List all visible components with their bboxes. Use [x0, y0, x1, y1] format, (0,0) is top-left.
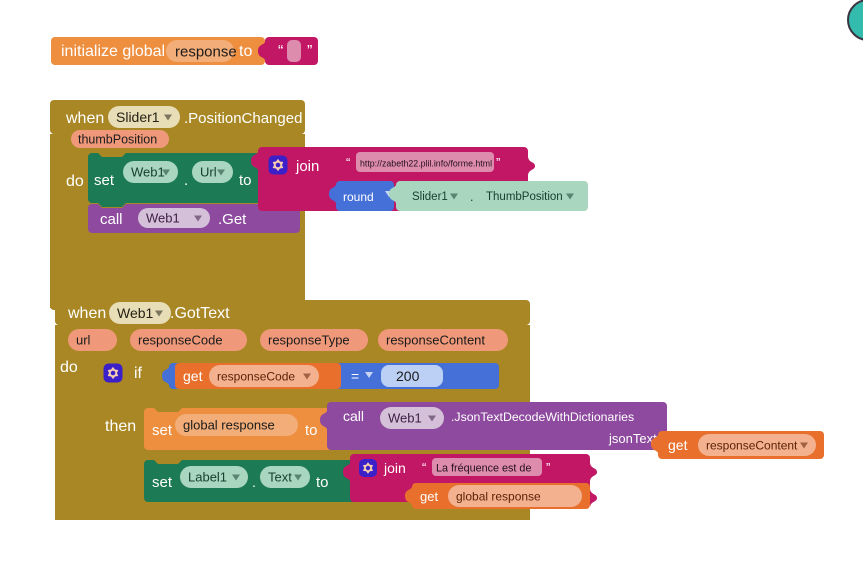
svg-text:Slider1: Slider1	[116, 109, 160, 125]
svg-text:get: get	[420, 489, 438, 504]
svg-text:to: to	[239, 43, 252, 60]
svg-text:thumbPosition: thumbPosition	[78, 133, 157, 147]
svg-text:Text: Text	[268, 470, 292, 485]
svg-text:to: to	[239, 172, 252, 189]
svg-text:=: =	[351, 368, 359, 384]
svg-text:Web1: Web1	[117, 305, 154, 321]
svg-text:La fréquence est de: La fréquence est de	[436, 463, 531, 475]
svg-text:call: call	[100, 211, 123, 228]
svg-text:Web1: Web1	[146, 211, 180, 226]
svg-text:.PositionChanged: .PositionChanged	[184, 110, 302, 127]
svg-text:responseCode: responseCode	[138, 333, 223, 348]
svg-text:“: “	[346, 155, 350, 170]
svg-text:.JsonTextDecodeWithDictionarie: .JsonTextDecodeWithDictionaries	[451, 410, 634, 424]
svg-text:join: join	[295, 158, 319, 175]
svg-text:”: ”	[546, 460, 550, 475]
svg-text:Slider1: Slider1	[412, 191, 448, 203]
svg-text:response: response	[175, 43, 237, 60]
svg-text:initialize global: initialize global	[61, 43, 165, 60]
svg-text:.Get: .Get	[218, 211, 247, 228]
svg-text:ThumbPosition: ThumbPosition	[486, 191, 563, 203]
svg-text:Web1: Web1	[388, 411, 422, 426]
svg-text:join: join	[383, 460, 406, 476]
svg-text:200: 200	[396, 368, 420, 384]
svg-text:”: ”	[307, 43, 312, 60]
svg-text:when: when	[65, 110, 104, 127]
svg-text:global response: global response	[456, 489, 541, 503]
svg-text:jsonText: jsonText	[608, 431, 657, 446]
svg-text:set: set	[152, 422, 173, 439]
svg-text:url: url	[76, 333, 91, 348]
svg-text:.: .	[470, 190, 473, 204]
svg-text:when: when	[67, 305, 106, 322]
svg-text:round: round	[343, 190, 374, 204]
svg-text:Label1: Label1	[188, 470, 227, 485]
svg-text:set: set	[152, 474, 173, 491]
svg-text:responseContent: responseContent	[706, 438, 798, 452]
svg-text:Web1: Web1	[131, 165, 165, 180]
svg-text:.: .	[184, 172, 188, 189]
svg-text:then: then	[105, 418, 136, 435]
svg-text:responseType: responseType	[268, 333, 350, 348]
svg-text:do: do	[66, 173, 84, 190]
svg-text:if: if	[134, 365, 143, 382]
svg-text:”: ”	[496, 155, 500, 170]
svg-text:.GotText: .GotText	[170, 305, 230, 322]
svg-text:get: get	[183, 368, 203, 384]
svg-text:do: do	[60, 359, 78, 376]
svg-text:responseContent: responseContent	[386, 333, 485, 348]
svg-text:global response: global response	[183, 418, 275, 433]
svg-text:Url: Url	[200, 165, 217, 180]
svg-text:responseCode: responseCode	[217, 369, 295, 383]
svg-text:“: “	[278, 43, 283, 60]
svg-text:set: set	[94, 172, 115, 189]
svg-text:“: “	[422, 460, 426, 475]
svg-text:to: to	[305, 422, 318, 439]
svg-text:http://zabeth22.plil.info/form: http://zabeth22.plil.info/forme.html	[360, 159, 492, 169]
svg-text:to: to	[316, 474, 329, 491]
svg-text:.: .	[252, 474, 256, 490]
svg-text:call: call	[343, 408, 364, 424]
svg-text:get: get	[668, 437, 688, 453]
